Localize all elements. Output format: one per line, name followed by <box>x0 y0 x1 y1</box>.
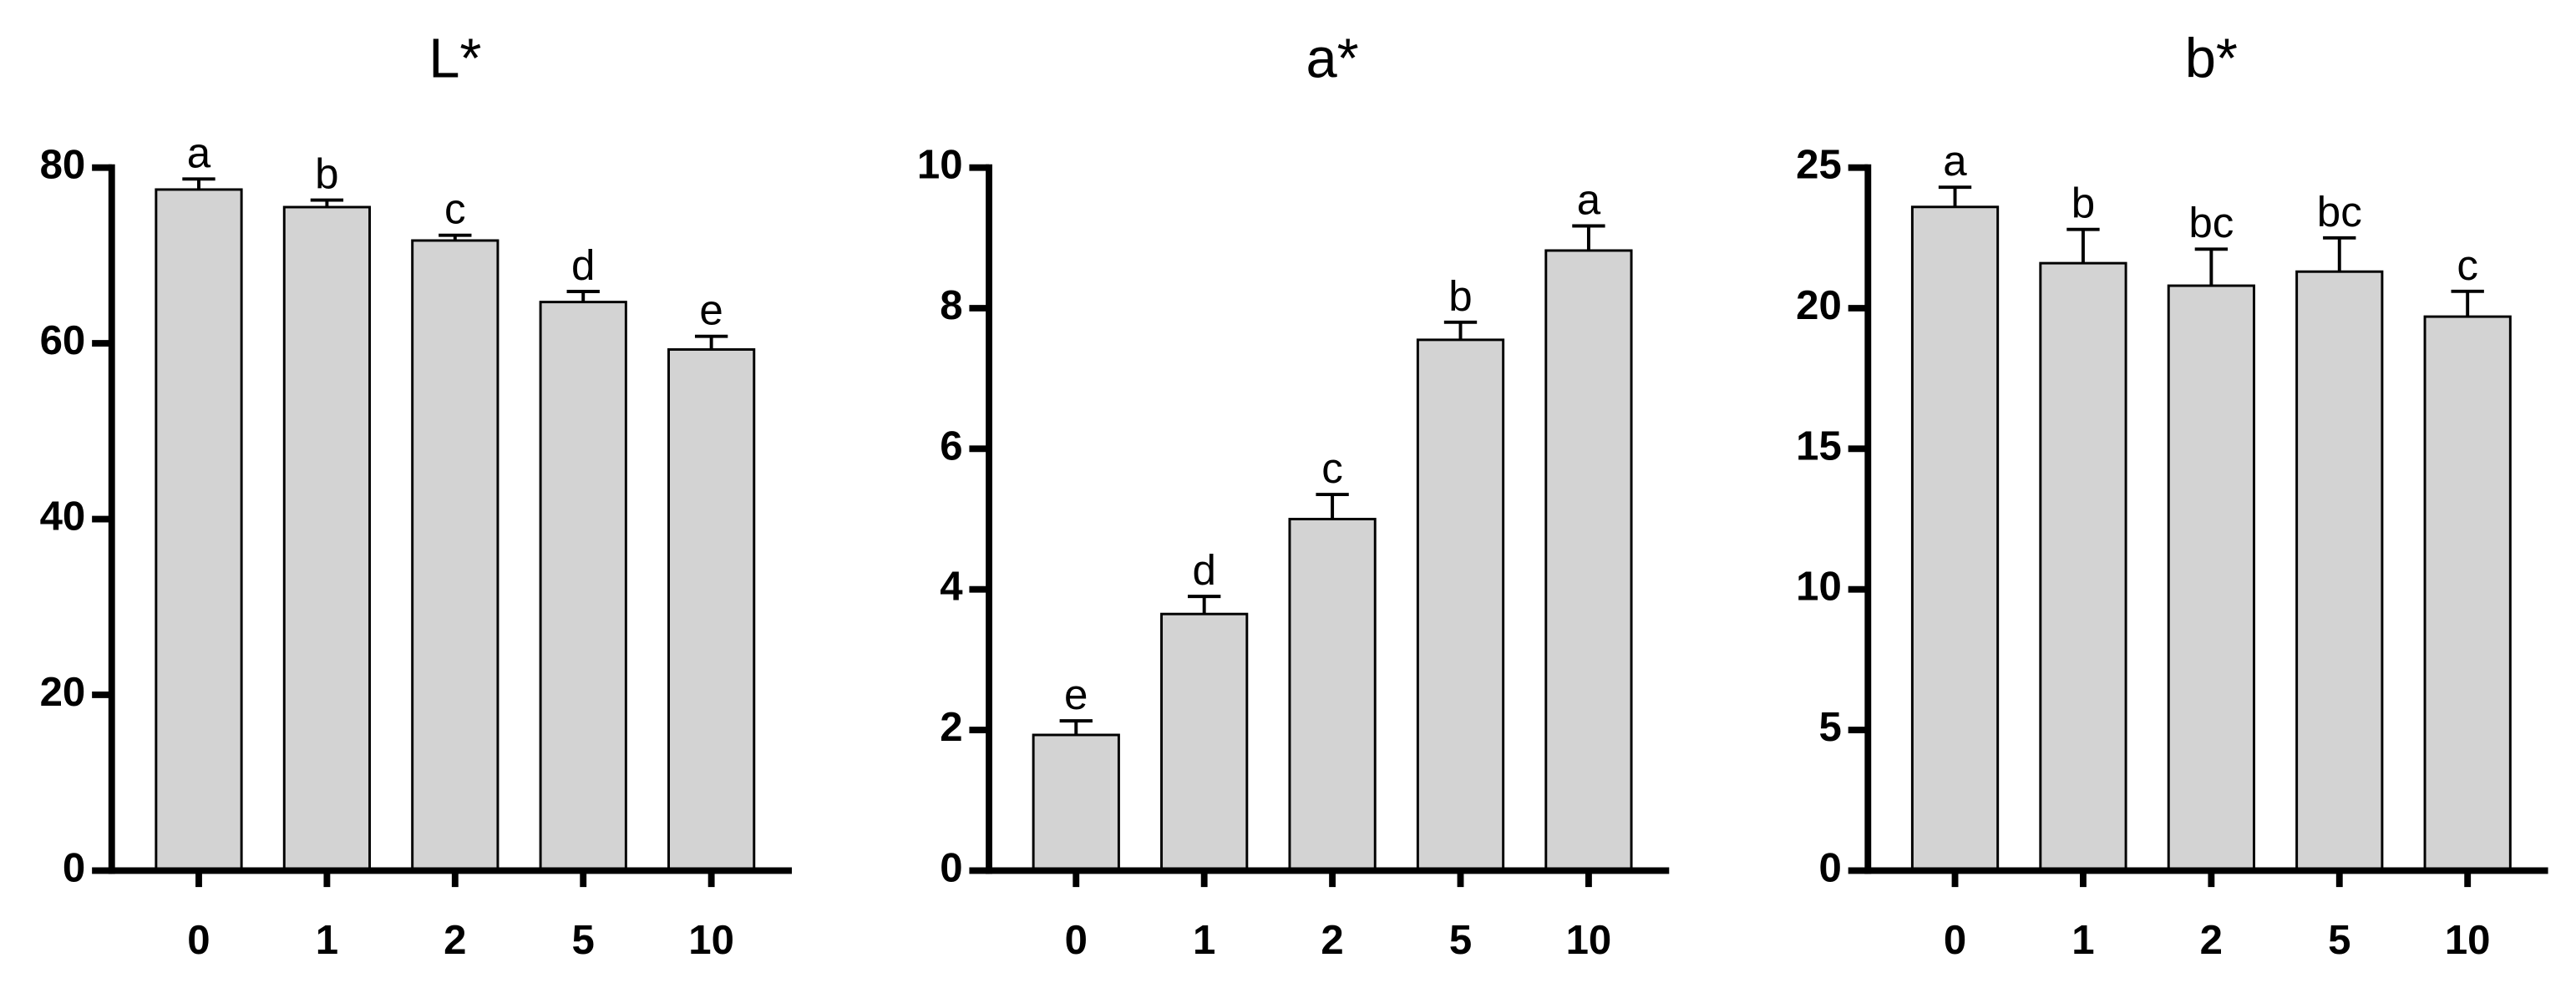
annotation: c <box>2457 241 2478 289</box>
bar <box>539 301 627 872</box>
bar <box>155 188 243 872</box>
y-tick-label: 6 <box>940 423 962 469</box>
y-tick-label: 20 <box>1796 282 1842 328</box>
error-bar <box>1443 320 1478 340</box>
x-tick-label: 5 <box>572 917 595 963</box>
x-tick-label: 10 <box>688 917 734 963</box>
error-bar <box>2451 289 2484 317</box>
y-tick-label: 10 <box>917 142 963 188</box>
annotation: bc <box>2317 188 2362 236</box>
x-tick-label: 5 <box>1449 917 1472 963</box>
x-tick-label: 2 <box>444 917 466 963</box>
error-bar <box>1188 595 1221 615</box>
y-tick-label: 2 <box>940 704 962 750</box>
x-tick-label: 0 <box>1065 917 1088 963</box>
error-bar <box>1059 719 1093 735</box>
x-tick-label: 0 <box>1944 917 1966 963</box>
bar <box>2423 315 2512 872</box>
bar <box>1160 612 1249 872</box>
error-bar <box>2323 236 2356 272</box>
error-bar <box>1316 493 1349 519</box>
error-bar <box>2194 247 2229 286</box>
error-bar <box>1572 224 1605 251</box>
annotation: a <box>1943 137 1967 185</box>
bar <box>2167 284 2255 872</box>
annotation: b <box>2071 180 2095 227</box>
error-bar <box>566 290 600 302</box>
x-tick-label: 0 <box>187 917 210 963</box>
annotation: e <box>699 286 723 334</box>
bar <box>2295 270 2384 872</box>
error-bar <box>2066 227 2100 264</box>
y-tick-label: 60 <box>40 317 86 363</box>
bar <box>1544 249 1633 872</box>
x-tick-label: 1 <box>316 917 338 963</box>
chart-title: b* <box>2185 27 2238 89</box>
y-tick-label: 80 <box>40 142 86 188</box>
bar <box>282 205 372 872</box>
y-tick-label: 0 <box>940 844 962 890</box>
annotation: c <box>1321 444 1343 492</box>
bar <box>667 347 756 872</box>
x-tick-label: 2 <box>1321 917 1343 963</box>
y-tick-label: 4 <box>940 564 963 610</box>
bar <box>411 239 499 872</box>
y-tick-label: 15 <box>1796 423 1842 469</box>
y-tick-label: 8 <box>940 282 962 328</box>
annotation: c <box>444 185 466 233</box>
annotation: b <box>1448 272 1472 320</box>
annotation: a <box>187 129 211 176</box>
error-bar <box>694 334 728 350</box>
x-tick-label: 10 <box>2445 917 2491 963</box>
y-tick-label: 10 <box>1796 564 1842 610</box>
x-tick-label: 1 <box>1193 917 1215 963</box>
y-tick-label: 0 <box>63 844 85 890</box>
y-tick-label: 20 <box>40 669 86 715</box>
y-tick-label: 40 <box>40 494 86 540</box>
y-tick-label: 25 <box>1796 142 1842 188</box>
bar <box>1288 518 1377 872</box>
annotation: a <box>1577 175 1601 223</box>
error-bar <box>1938 185 1972 207</box>
annotation: d <box>571 241 595 289</box>
y-tick-label: 0 <box>1818 844 1841 890</box>
error-bar <box>182 177 216 190</box>
error-bar <box>439 233 472 241</box>
bar <box>1910 205 2000 872</box>
x-tick-label: 5 <box>2328 917 2350 963</box>
bar <box>1416 338 1505 872</box>
annotation: d <box>1192 546 1215 594</box>
error-bar <box>310 198 344 207</box>
chart-title: L* <box>428 27 481 89</box>
chart-title: a* <box>1306 27 1359 89</box>
annotation: bc <box>2188 199 2234 246</box>
annotation: e <box>1064 671 1088 718</box>
y-tick-label: 5 <box>1818 704 1841 750</box>
x-tick-label: 1 <box>2071 917 2094 963</box>
x-tick-label: 10 <box>1566 917 1612 963</box>
bar <box>1032 733 1120 872</box>
x-tick-label: 2 <box>2200 917 2223 963</box>
annotation: b <box>315 150 338 198</box>
bar <box>2039 261 2127 872</box>
